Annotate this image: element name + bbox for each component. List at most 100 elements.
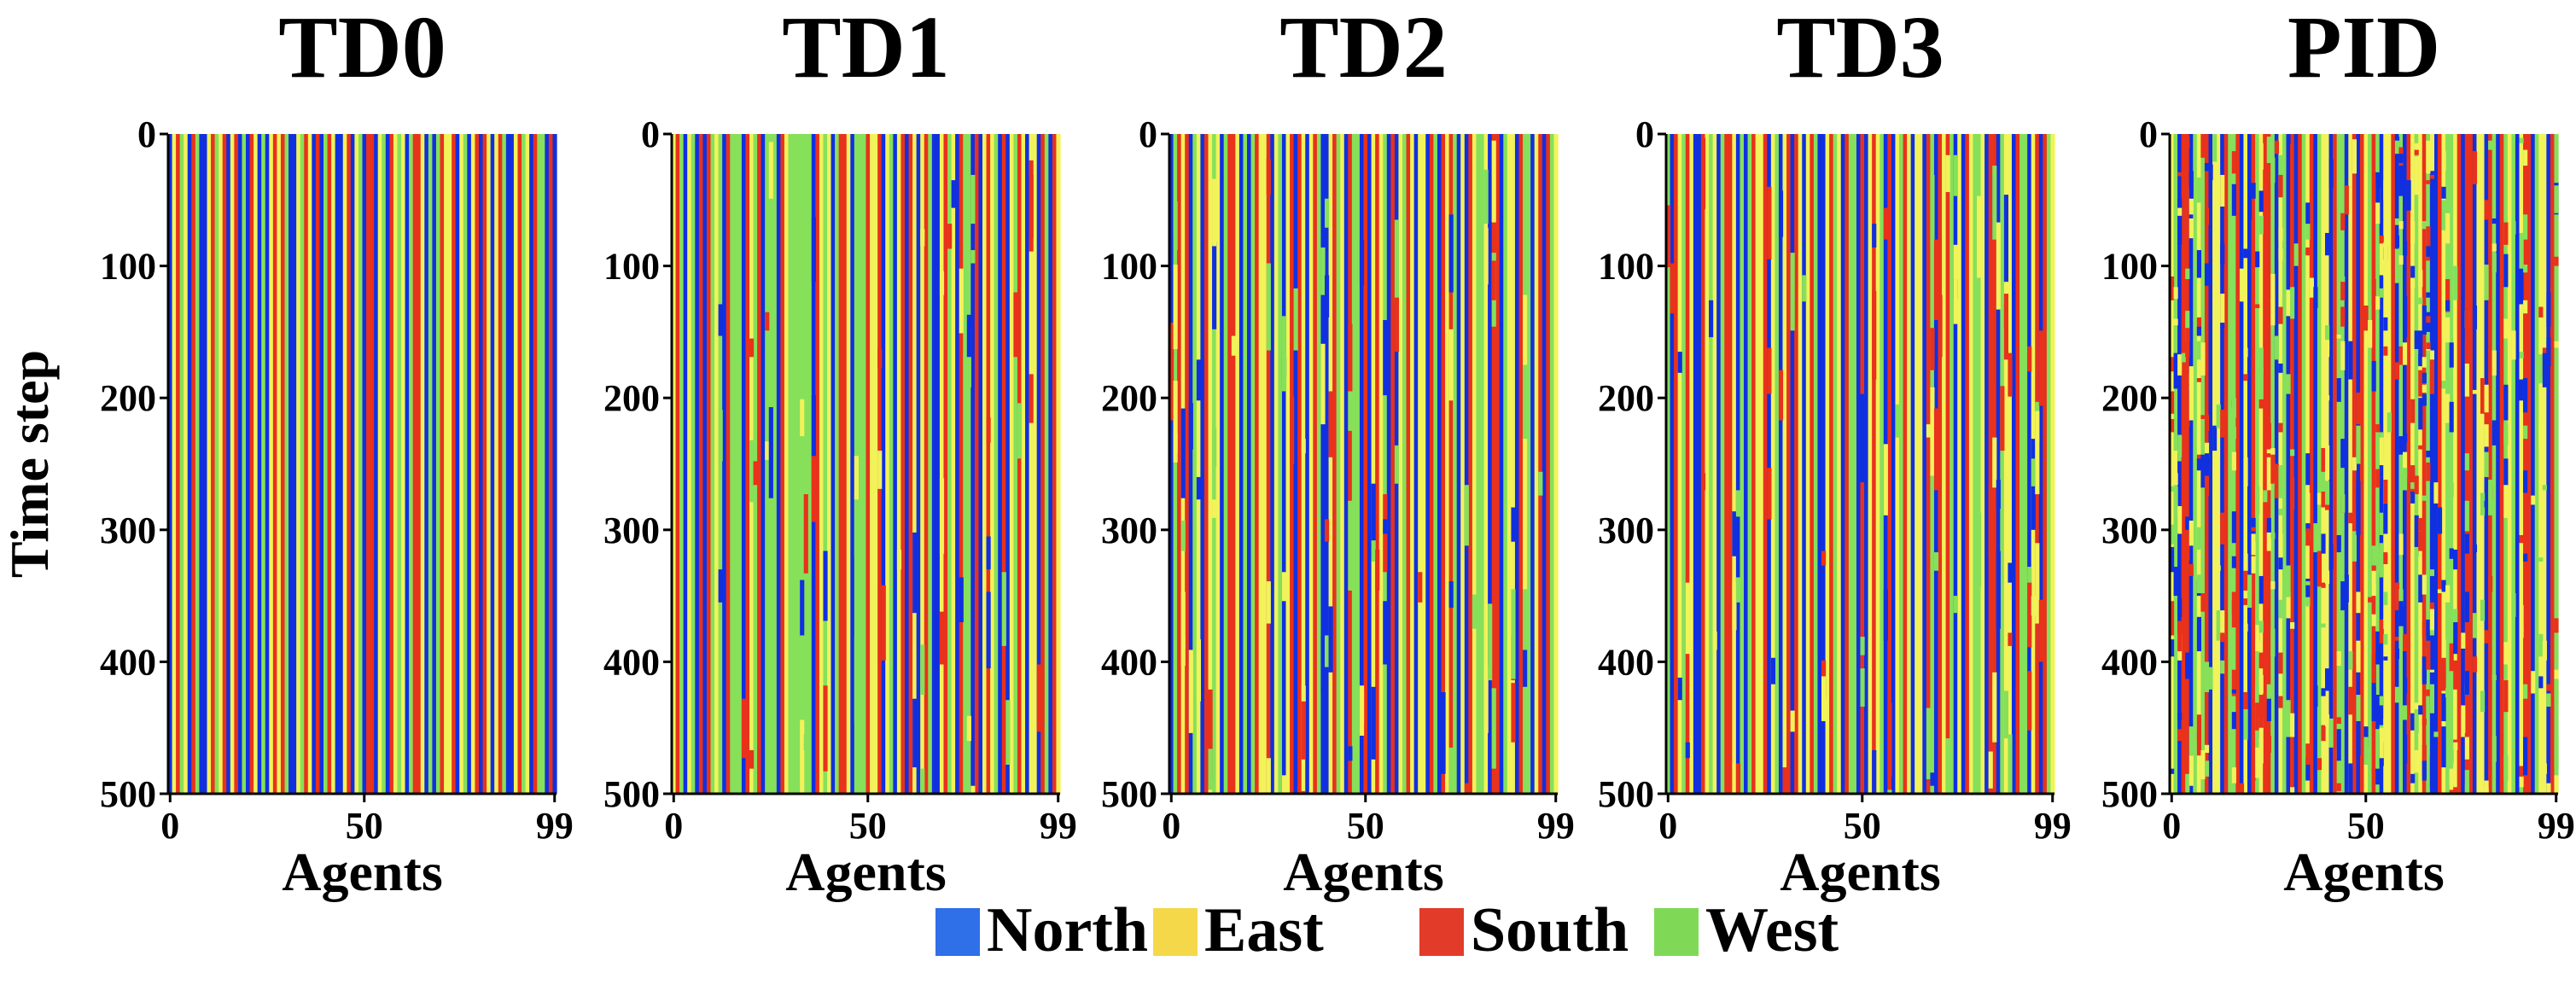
heat-segment — [2231, 591, 2236, 628]
heat-segment — [1301, 439, 1306, 454]
heat-column — [741, 134, 747, 794]
panel-title: PID — [2288, 0, 2440, 96]
heat-segment — [2177, 505, 2183, 534]
heat-segment — [2239, 268, 2245, 302]
heat-column — [191, 134, 196, 794]
heat-column — [1192, 134, 1198, 794]
heat-segment — [2398, 626, 2404, 641]
heat-segment — [2410, 221, 2416, 244]
heat-segment — [2220, 410, 2225, 438]
heat-column — [179, 134, 184, 794]
heat-segment — [2258, 620, 2264, 633]
heat-segment — [1491, 688, 1496, 769]
heat-column — [323, 134, 329, 794]
heat-segment — [1281, 316, 1287, 392]
heat-column — [842, 134, 848, 794]
heat-segment — [2418, 445, 2423, 450]
heat-segment — [986, 591, 991, 669]
heat-segment — [2027, 671, 2032, 731]
heat-column — [893, 134, 898, 794]
heat-column — [1782, 134, 1787, 794]
heat-column — [487, 134, 492, 794]
heat-segment — [2371, 545, 2376, 582]
heat-column — [1770, 134, 1775, 794]
heat-segment — [2321, 582, 2326, 588]
heat-segment — [2403, 734, 2408, 764]
heat-column — [374, 134, 379, 794]
heat-segment — [2231, 669, 2236, 696]
legend-label-east: East — [1204, 895, 1324, 965]
heat-segment — [2491, 674, 2497, 681]
heat-segment — [2464, 301, 2469, 329]
heat-segment — [2243, 248, 2248, 259]
heat-column — [2511, 134, 2516, 794]
heat-column — [366, 134, 371, 794]
heat-segment — [2255, 702, 2260, 731]
heat-column — [2554, 134, 2559, 794]
heat-column — [2441, 134, 2446, 794]
heat-column — [2317, 134, 2322, 794]
heat-column — [1681, 134, 1687, 794]
heat-segment — [2200, 415, 2206, 419]
heat-column — [2429, 134, 2434, 794]
heat-segment — [1821, 676, 1827, 721]
heat-column — [2531, 134, 2536, 794]
heat-column — [1238, 134, 1244, 794]
heat-segment — [2379, 696, 2384, 706]
heat-segment — [912, 698, 918, 768]
heat-column — [1001, 134, 1006, 794]
heat-segment — [2375, 296, 2381, 310]
y-tick-label: 400 — [2101, 641, 2158, 683]
heat-column — [230, 134, 235, 794]
heat-segment — [2173, 318, 2178, 326]
heat-segment — [2472, 544, 2478, 553]
heat-segment — [1953, 596, 1958, 614]
heat-segment — [1173, 381, 1178, 463]
heat-column — [1744, 134, 1749, 794]
heat-column — [1875, 134, 1880, 794]
heat-column — [1720, 134, 1725, 794]
heat-column — [683, 134, 688, 794]
heat-segment — [2278, 248, 2283, 261]
heat-column — [2480, 134, 2486, 794]
heat-segment — [2255, 684, 2260, 708]
heat-segment — [2484, 200, 2489, 220]
heat-segment — [1036, 664, 1041, 732]
heat-column — [1755, 134, 1760, 794]
heat-column — [959, 134, 964, 794]
heat-column — [2550, 134, 2556, 794]
heat-segment — [2433, 731, 2439, 737]
heat-segment — [2321, 688, 2326, 696]
heat-column — [2223, 134, 2229, 794]
heat-column — [737, 134, 743, 794]
heat-segment — [2340, 439, 2346, 469]
heat-segment — [2243, 556, 2248, 591]
heat-segment — [2173, 567, 2178, 597]
heat-segment — [2266, 696, 2271, 721]
heat-segment — [2554, 679, 2559, 703]
legend-swatch-west — [1654, 908, 1699, 956]
heat-column — [2546, 134, 2551, 794]
heat-segment — [2278, 174, 2283, 198]
heat-segment — [2196, 458, 2201, 471]
heat-segment — [2293, 243, 2299, 266]
heat-column — [2015, 134, 2020, 794]
heat-segment — [2414, 330, 2419, 349]
heat-column — [2043, 134, 2048, 794]
heat-column — [1332, 134, 1338, 794]
heat-segment — [947, 224, 953, 249]
heat-segment — [1301, 698, 1306, 760]
heat-segment — [2266, 422, 2271, 440]
heat-segment — [1169, 234, 1174, 251]
heat-segment — [2519, 137, 2524, 143]
heat-segment — [877, 451, 883, 489]
heat-segment — [2426, 342, 2431, 349]
heat-segment — [1883, 589, 1888, 641]
heat-segment — [2208, 667, 2213, 690]
heat-segment — [2266, 137, 2271, 164]
heat-column — [1674, 134, 1679, 794]
heat-segment — [2418, 270, 2423, 288]
heat-segment — [2278, 696, 2283, 708]
heat-segment — [1029, 160, 1034, 252]
